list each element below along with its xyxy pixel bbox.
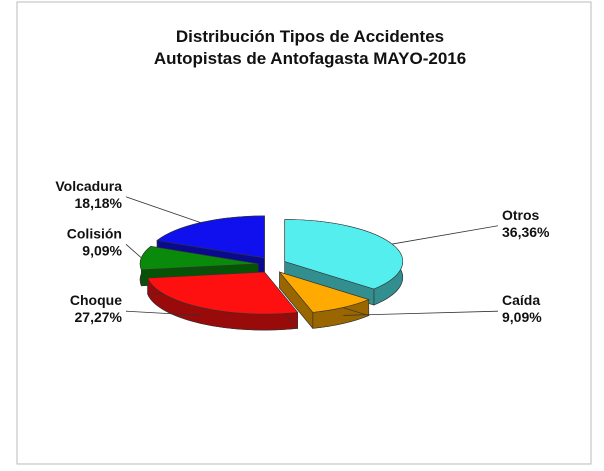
chart-title: Distribución Tipos de Accidentes <box>176 27 444 46</box>
slice <box>284 219 403 290</box>
slice <box>156 215 265 259</box>
slice <box>278 271 370 313</box>
slice-value-label: 27,27% <box>75 309 123 325</box>
slice-label: Otros <box>502 207 540 223</box>
leader-line <box>392 225 499 245</box>
chart-title: Autopistas de Antofagasta MAYO-2016 <box>154 49 466 68</box>
slice <box>147 271 299 315</box>
leader-line <box>125 196 201 223</box>
slice-label: Choque <box>70 292 122 308</box>
slice-value-label: 36,36% <box>502 224 550 240</box>
leader-line <box>125 310 201 316</box>
slice-label: Caída <box>502 292 540 308</box>
leader-line <box>343 310 499 316</box>
slice-value-label: 18,18% <box>75 195 123 211</box>
leader-line <box>125 244 142 259</box>
slice-value-label: 9,09% <box>82 242 122 258</box>
slice <box>139 246 259 271</box>
slice-label: Colisión <box>67 225 122 241</box>
slice-label: Volcadura <box>55 178 122 194</box>
slice-value-label: 9,09% <box>502 309 542 325</box>
